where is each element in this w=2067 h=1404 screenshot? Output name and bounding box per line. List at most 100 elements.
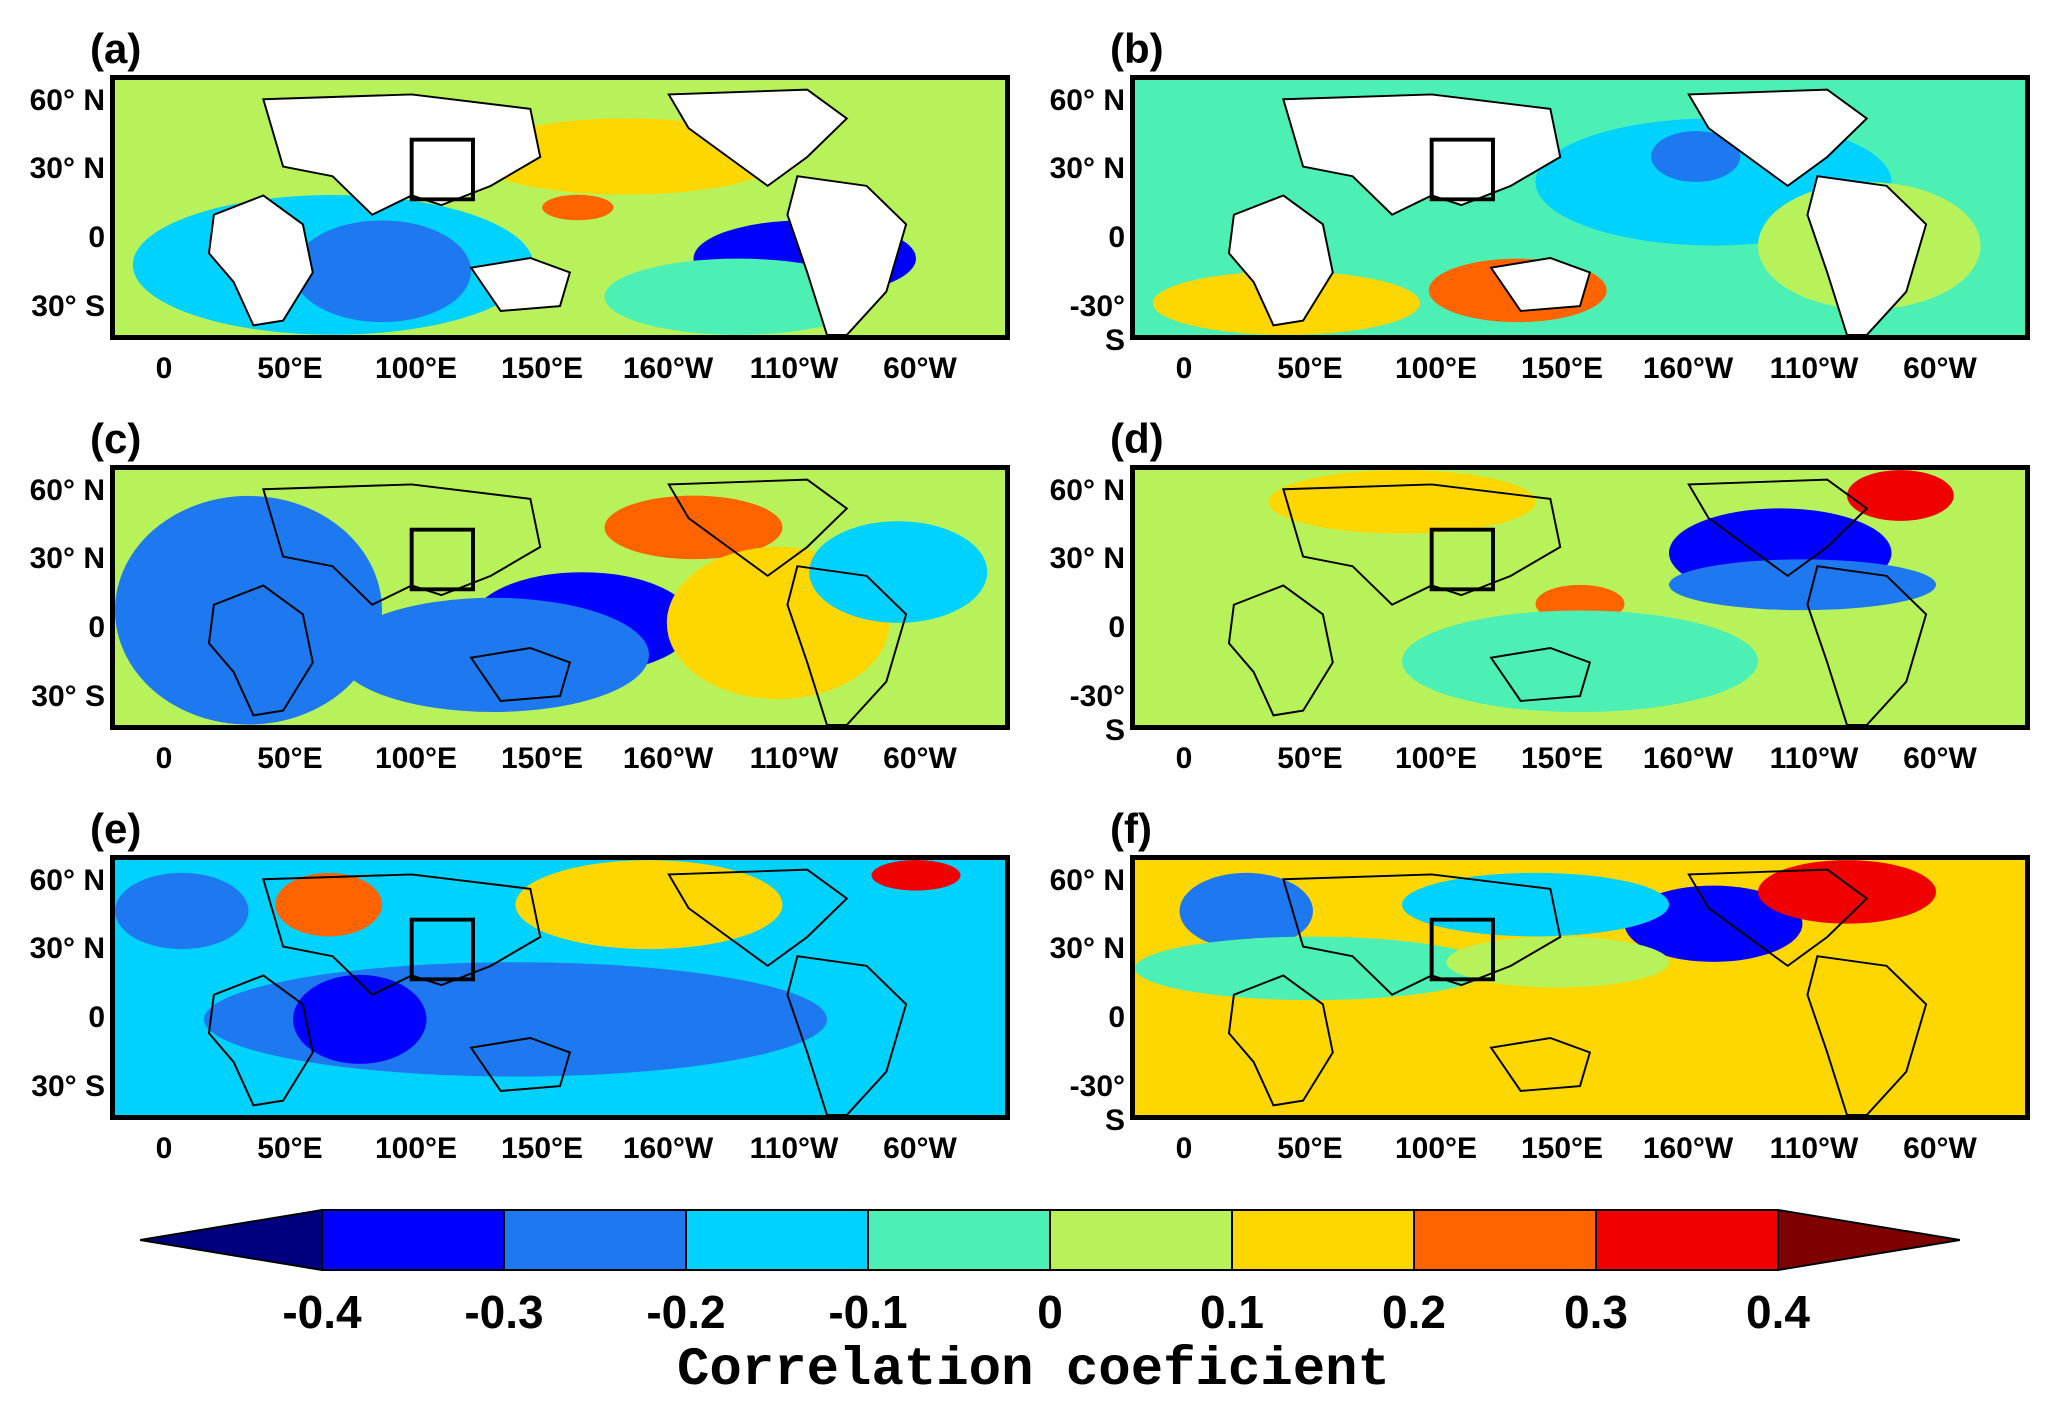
x-tick-label: 60°W <box>883 352 957 385</box>
continent-outline <box>667 88 849 188</box>
correlation-region <box>1179 872 1313 950</box>
map-panel: (c) 60° N 30° N 0 30° S 0 50°E 100°E 150°E 160°W 1… <box>30 415 1010 845</box>
continent-outline <box>207 194 314 327</box>
continent-outline <box>207 974 314 1107</box>
correlation-map <box>110 465 1010 730</box>
x-tick-label: 110°W <box>749 352 839 385</box>
y-tick-label: 0 <box>88 611 105 645</box>
x-tick-label: 0 <box>155 1132 173 1165</box>
correlation-region <box>1402 872 1669 937</box>
panel-label: (a) <box>90 25 142 72</box>
panel-label: (f) <box>1110 805 1152 852</box>
continent-outline <box>1806 565 1928 725</box>
y-tick-label: -30° S <box>1069 680 1125 748</box>
map-panel: (f) 60° N 30° N 0 -30° S 0 50°E 100°E 150°E 160°W… <box>1050 805 2030 1235</box>
correlation-region <box>1268 470 1536 534</box>
correlation-region <box>871 860 961 891</box>
x-tick-label: 160°W <box>1642 352 1734 385</box>
y-tick-label: 30° N <box>1049 932 1125 966</box>
x-tick-label: 100°E <box>1394 1132 1478 1165</box>
study-region-box <box>1429 527 1495 592</box>
continent-outline <box>1687 88 1869 188</box>
y-tick-label: 0 <box>1108 611 1125 645</box>
map-field <box>115 860 1005 1115</box>
x-tick-label: 60°W <box>883 742 957 775</box>
study-region-box <box>1429 917 1495 982</box>
map-field <box>115 470 1005 725</box>
correlation-region <box>293 974 427 1064</box>
map-field <box>1135 80 2025 335</box>
x-tick-label: 160°W <box>622 1132 714 1165</box>
colorbar-tick-label: -0.4 <box>282 1286 362 1338</box>
continent-outline <box>1687 478 1869 578</box>
x-tick-label: 50°E <box>257 1132 323 1165</box>
y-tick-label: -30° S <box>1069 1070 1125 1138</box>
continent-outline <box>1227 194 1334 327</box>
x-tick-label: 150°E <box>500 742 584 775</box>
correlation-map <box>1130 75 2030 340</box>
x-tick-label: 110°W <box>1769 1132 1859 1165</box>
y-tick-label: 60° N <box>29 863 105 897</box>
colorbar-tick-label: 0.1 <box>1200 1286 1264 1338</box>
correlation-region <box>515 860 783 950</box>
map-field <box>1135 470 2025 725</box>
map-panel: (e) 60° N 30° N 0 30° S 0 50°E 100°E 150°E 160°W 1… <box>30 805 1010 1235</box>
continent-outline <box>1227 584 1334 717</box>
x-tick-label: 50°E <box>257 742 323 775</box>
x-tick-label: 110°W <box>749 1132 839 1165</box>
continent-outline <box>1489 1037 1592 1092</box>
study-region-box <box>409 527 475 592</box>
y-tick-label: 30° S <box>31 680 105 714</box>
continent-outline <box>469 647 572 702</box>
y-tick-label: 0 <box>1108 221 1125 255</box>
y-tick-label: 60° N <box>1049 473 1125 507</box>
y-tick-label: 30° N <box>29 932 105 966</box>
x-tick-label: 100°E <box>1394 742 1478 775</box>
x-tick-label: 100°E <box>374 1132 458 1165</box>
correlation-region <box>1758 860 1936 924</box>
continent-outline <box>667 478 849 578</box>
correlation-region <box>809 521 988 623</box>
x-tick-label: 0 <box>155 742 173 775</box>
colorbar-segment <box>1049 1209 1233 1271</box>
map-field <box>1135 860 2025 1115</box>
correlation-region <box>1135 936 1491 1001</box>
correlation-region <box>115 495 382 725</box>
correlation-map <box>110 855 1010 1120</box>
x-tick-label: 0 <box>1175 742 1193 775</box>
colorbar-tick-label: 0.2 <box>1382 1286 1446 1338</box>
y-tick-label: 60° N <box>29 473 105 507</box>
y-tick-label: 0 <box>1108 1001 1125 1035</box>
continent-outline <box>1489 647 1592 702</box>
correlation-region <box>1669 559 1936 611</box>
x-tick-label: 50°E <box>1277 742 1343 775</box>
colorbar-tick-label: -0.2 <box>646 1286 726 1338</box>
y-tick-label: -30° S <box>1069 290 1125 358</box>
y-tick-label: 30° N <box>1049 542 1125 576</box>
map-field <box>115 80 1005 335</box>
correlation-region <box>275 872 382 937</box>
y-tick-label: 30° N <box>29 542 105 576</box>
correlation-region <box>1624 885 1803 962</box>
continent-outline <box>1806 955 1928 1115</box>
x-tick-label: 50°E <box>1277 1132 1343 1165</box>
map-panel: (a) 60° N 30° N 0 30° S 0 50°E 100°E 150°E 160°W 1… <box>30 25 1010 455</box>
correlation-region <box>115 872 249 950</box>
correlation-region <box>604 495 783 560</box>
x-tick-label: 60°W <box>1903 1132 1977 1165</box>
continent-outline <box>1489 257 1592 312</box>
continent-outline <box>1282 873 1562 996</box>
colorbar-segment <box>685 1209 869 1271</box>
x-tick-label: 150°E <box>1520 742 1604 775</box>
continent-outline <box>207 584 314 717</box>
correlation-map <box>110 75 1010 340</box>
y-tick-label: 30° S <box>31 1070 105 1104</box>
y-tick-label: 60° N <box>1049 863 1125 897</box>
continent-outline <box>262 873 542 996</box>
continent-outline <box>667 868 849 968</box>
y-tick-label: 0 <box>88 1001 105 1035</box>
correlation-region <box>1847 470 1954 521</box>
panel-label: (d) <box>1110 415 1164 462</box>
x-tick-label: 60°W <box>883 1132 957 1165</box>
x-tick-label: 160°W <box>1642 742 1734 775</box>
